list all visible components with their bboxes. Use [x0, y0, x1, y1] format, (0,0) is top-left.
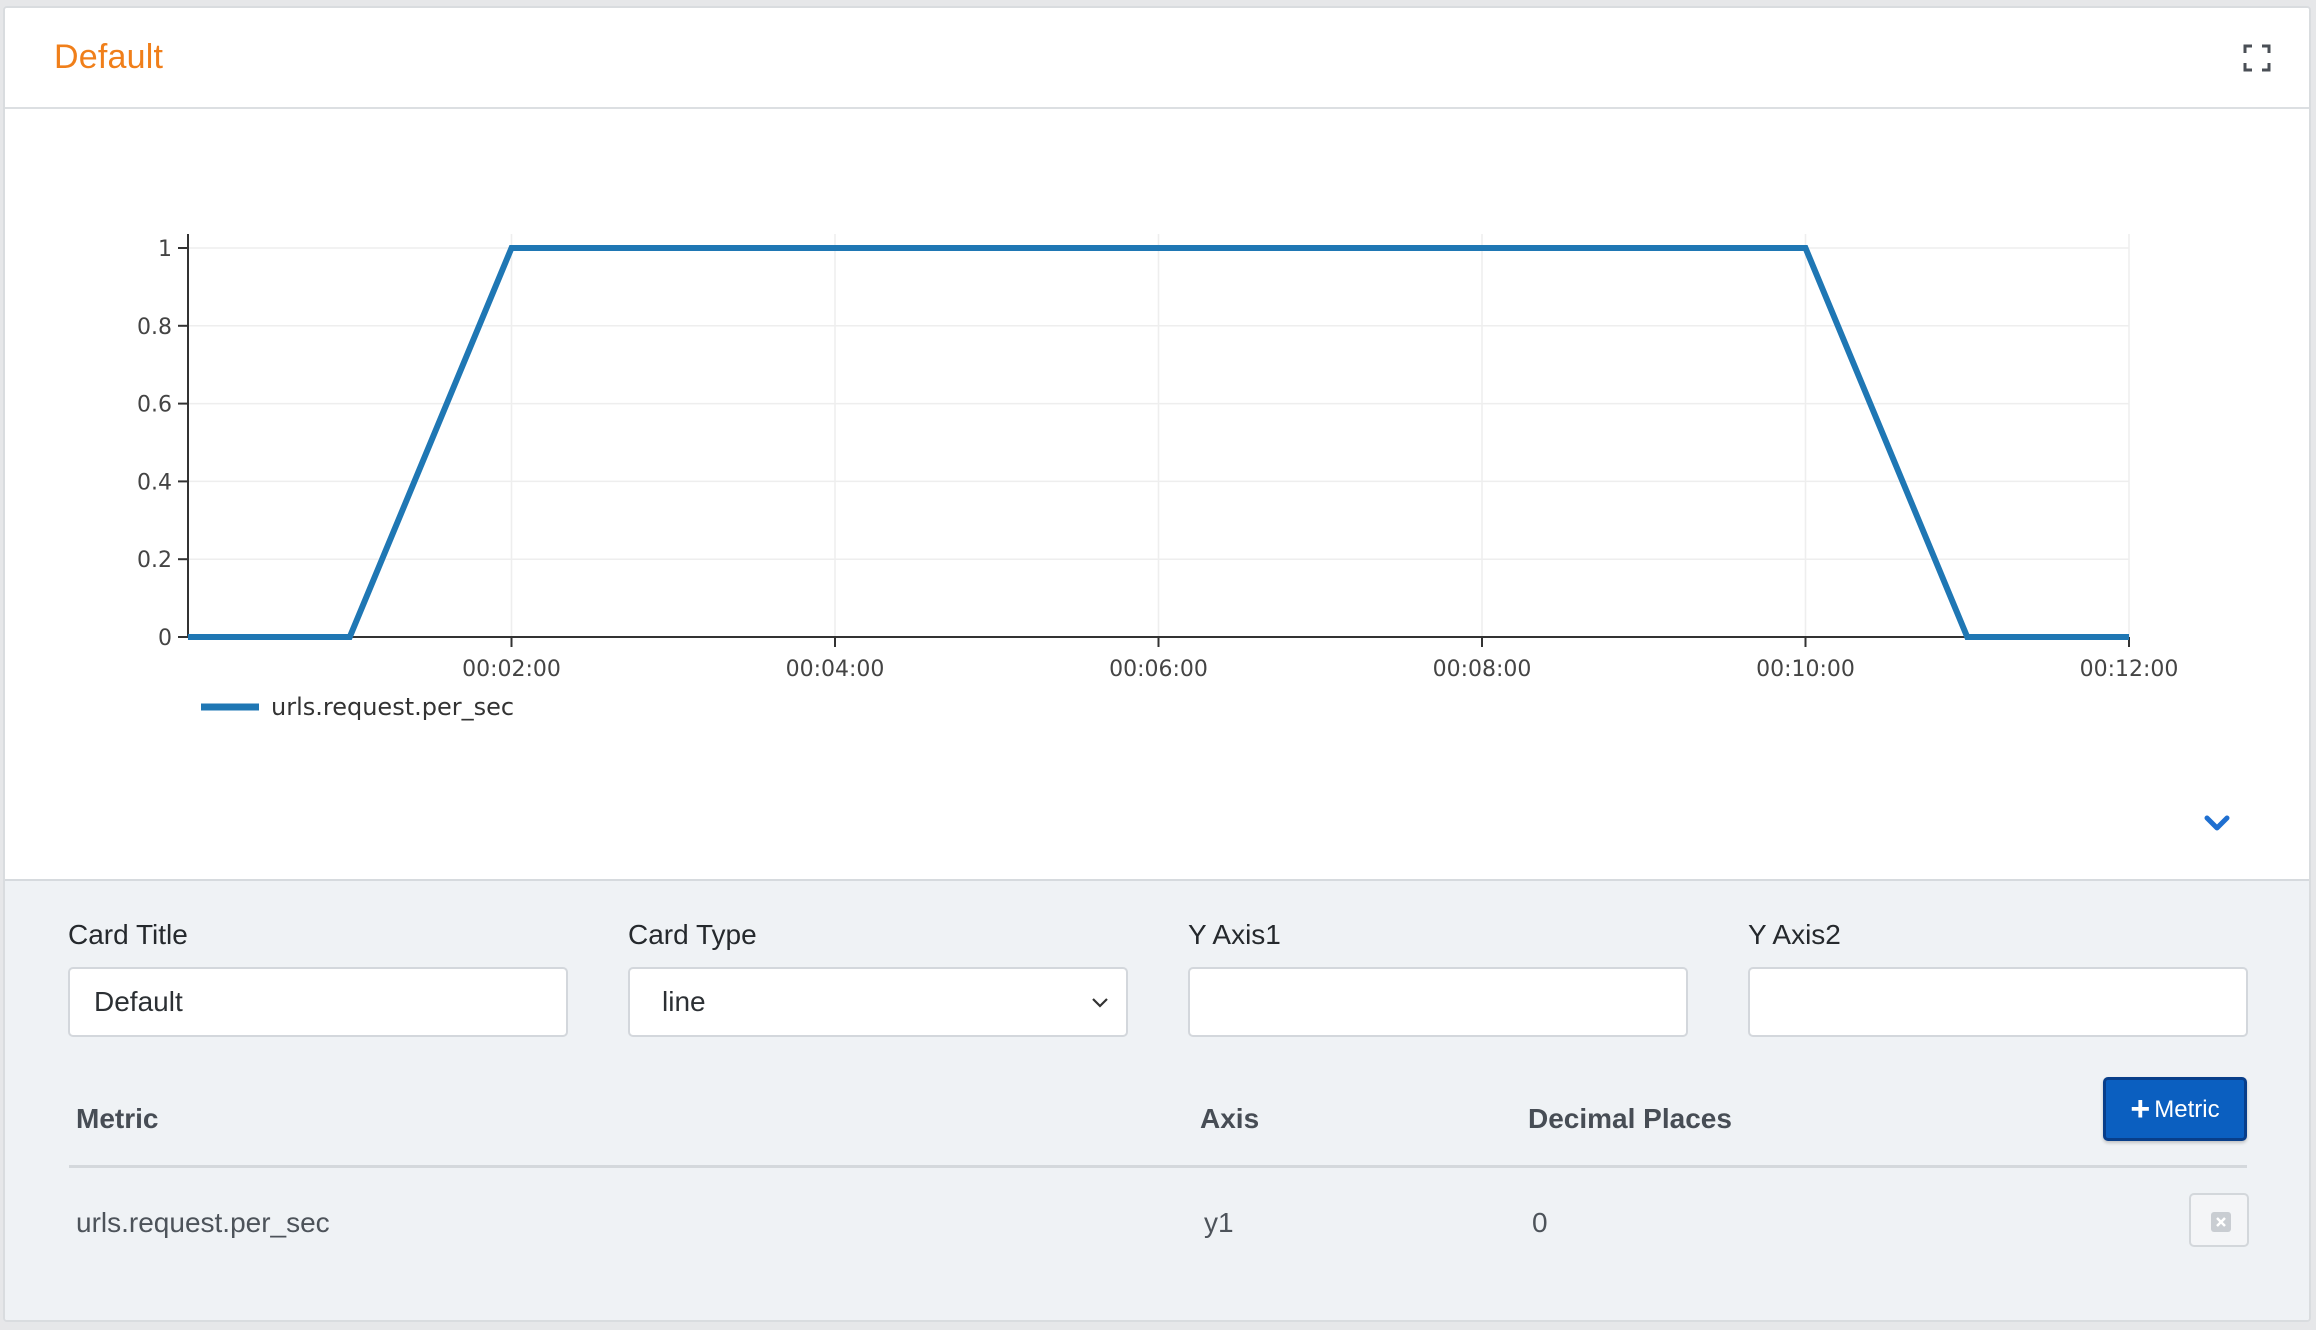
x-tick-label: 00:08:00 — [1433, 657, 1532, 682]
chevron-down-icon — [1092, 998, 1108, 1008]
add-metric-button[interactable]: + Metric — [2103, 1077, 2247, 1141]
card-title: Default — [54, 38, 164, 76]
x-tick-label: 00:06:00 — [1109, 657, 1208, 682]
axis-cell: y1 — [1204, 1207, 1234, 1238]
y-tick-label: 1 — [158, 237, 172, 262]
card-title-input[interactable] — [68, 967, 568, 1037]
chart-area: 0 0.2 0.4 0.6 0.8 1 00:02:00 00:04:00 00:06:00 00… — [5, 111, 2309, 881]
y-tick-label: 0.8 — [137, 315, 172, 340]
series-line — [188, 245, 2129, 640]
plus-icon: + — [2130, 1090, 2151, 1128]
x-tick-label: 00:02:00 — [462, 657, 561, 682]
y-axis1-input[interactable] — [1188, 967, 1688, 1037]
y-axis1-label: Y Axis1 — [1188, 919, 1281, 950]
axis-column-header: Axis — [1200, 1103, 1260, 1134]
table-header-divider — [69, 1165, 2247, 1168]
y-axis2-label: Y Axis2 — [1748, 919, 1841, 950]
y-axis2-input[interactable] — [1748, 967, 2248, 1037]
y-tick-label: 0.4 — [137, 470, 172, 495]
card-header: Default — [5, 8, 2309, 109]
chart-card: Default 0 0.2 0.4 0.6 0.8 1 00:02:00 00:04:00 00… — [3, 6, 2311, 1322]
decimal-places-cell: 0 — [1532, 1207, 1548, 1238]
metric-cell: urls.request.per_sec — [76, 1207, 330, 1238]
card-title-label: Card Title — [68, 919, 188, 950]
legend-label: urls.request.per_sec — [271, 693, 514, 721]
x-tick-label: 00:12:00 — [2080, 657, 2179, 682]
card-type-value: line — [662, 986, 706, 1017]
line-chart: 0 0.2 0.4 0.6 0.8 1 00:02:00 00:04:00 00:06:00 00… — [137, 234, 2179, 721]
remove-metric-button[interactable] — [2189, 1193, 2249, 1247]
y-tick-label: 0.2 — [137, 548, 172, 573]
card-type-select[interactable]: line — [628, 967, 1128, 1037]
x-tick-label: 00:04:00 — [786, 657, 885, 682]
card-settings-panel: Card Title Card Type line Y Axis1 Y Axis… — [5, 879, 2309, 1320]
decimal-places-column-header: Decimal Places — [1528, 1103, 1732, 1134]
x-tick-label: 00:10:00 — [1756, 657, 1855, 682]
card-type-label: Card Type — [628, 919, 757, 950]
metric-column-header: Metric — [76, 1103, 159, 1134]
close-icon — [2211, 1212, 2231, 1232]
chevron-down-icon[interactable] — [2201, 811, 2233, 835]
y-tick-label: 0.6 — [137, 393, 172, 418]
fullscreen-icon[interactable] — [2241, 42, 2273, 74]
add-metric-label: Metric — [2154, 1096, 2220, 1123]
y-tick-label: 0 — [158, 626, 172, 651]
